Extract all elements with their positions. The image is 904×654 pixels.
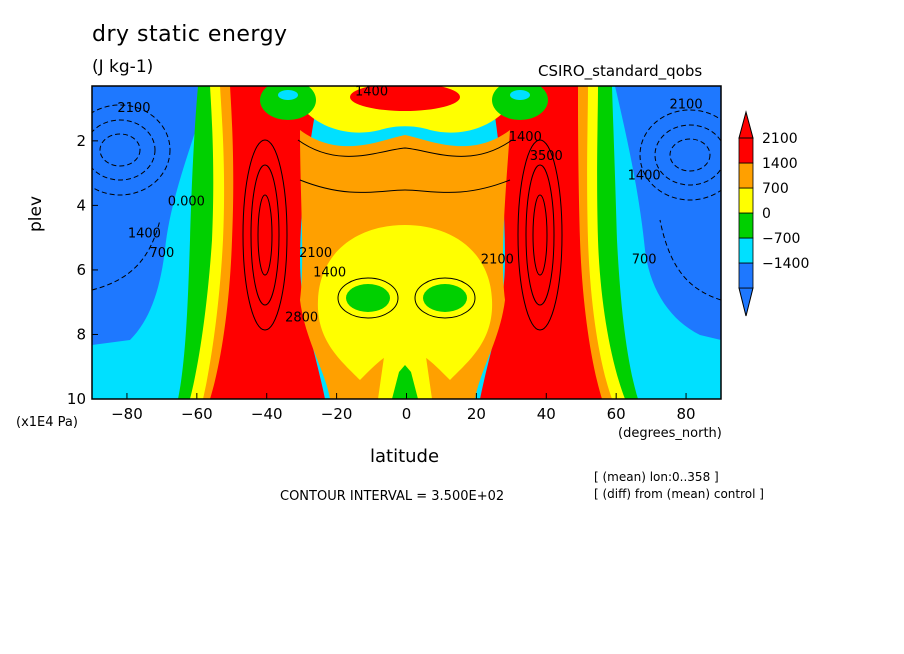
red-region-right — [480, 86, 602, 399]
y-axis-unit: (x1E4 Pa) — [16, 415, 78, 430]
contour-label: 1400 — [628, 169, 661, 184]
negative-contours — [92, 104, 721, 301]
contour-label: 0.000 — [168, 194, 205, 209]
y-tick-label: 10 — [67, 390, 86, 408]
y-tick-label: 2 — [76, 132, 86, 150]
x-axis: −80 −60 −40 −20 0 20 40 60 80 — [111, 393, 696, 423]
x-tick-label: −60 — [181, 405, 213, 423]
contour-label: 1400 — [128, 227, 161, 242]
green-top-right — [492, 86, 548, 120]
note-diff-control: [ (diff) from (mean) control ] — [594, 487, 764, 501]
y-tick-label: 8 — [76, 325, 86, 343]
contour-lines — [242, 139, 563, 331]
y-tick-label: 4 — [76, 196, 86, 214]
green-cell-right — [423, 284, 467, 312]
deep-blue-band-right — [615, 86, 721, 340]
green-band-right — [585, 86, 638, 399]
y-axis-label: plev — [26, 195, 46, 232]
cyan-top-left — [278, 90, 298, 100]
green-cell-left — [346, 284, 390, 312]
y-tick-label: 6 — [76, 261, 86, 279]
legend-label: 700 — [762, 181, 789, 197]
color-legend: 2100 1400 700 0 −700 −1400 — [738, 110, 809, 317]
deep-blue-band-left — [92, 86, 210, 345]
legend-swatch — [738, 187, 754, 214]
contour-label: 2100 — [670, 98, 703, 113]
green-top-left — [260, 86, 316, 120]
cyan-top-right — [510, 90, 530, 100]
legend-swatch — [738, 262, 754, 289]
model-label: CSIRO_standard_qobs — [538, 62, 703, 80]
legend-label: 0 — [762, 206, 771, 222]
chart-units: (J kg-1) — [92, 57, 154, 77]
x-tick-label: 40 — [537, 405, 556, 423]
contour-label: 2100 — [299, 246, 332, 261]
legend-swatch — [738, 162, 754, 189]
green-bottom-spike — [392, 365, 418, 399]
contour-label: 700 — [149, 246, 174, 261]
legend-arrow-high — [738, 110, 754, 139]
legend-label: −1400 — [762, 256, 809, 272]
legend-swatch — [738, 237, 754, 264]
x-tick-label: 20 — [467, 405, 486, 423]
contour-label: 2100 — [117, 101, 150, 116]
x-tick-label: −40 — [251, 405, 283, 423]
contour-label: 700 — [632, 252, 657, 267]
yellow-center-region — [317, 225, 493, 380]
x-axis-unit: (degrees_north) — [618, 426, 722, 441]
legend-label: −700 — [762, 231, 800, 247]
chart-title: dry static energy — [92, 22, 288, 47]
legend-arrow-low — [738, 287, 754, 317]
y-axis: 2 4 6 8 10 — [67, 132, 98, 408]
x-tick-label: −80 — [111, 405, 143, 423]
x-tick-label: 0 — [402, 405, 412, 423]
contour-label: 2800 — [285, 311, 318, 326]
yellow-band-left — [190, 86, 235, 399]
note-mean-lon: [ (mean) lon:0..358 ] — [594, 470, 719, 484]
red-region-left — [210, 86, 325, 399]
contour-label: 1400 — [313, 265, 346, 280]
contour-label: 2100 — [481, 252, 514, 267]
x-tick-label: 60 — [607, 405, 626, 423]
contour-label: 1400 — [509, 130, 542, 145]
x-axis-label: latitude — [370, 446, 440, 467]
contour-interval-text: CONTOUR INTERVAL = 3.500E+02 — [280, 489, 505, 504]
x-tick-label: −20 — [321, 405, 353, 423]
contour-label: 1400 — [355, 85, 388, 100]
red-top-cap — [350, 86, 460, 111]
legend-label: 1400 — [762, 156, 798, 172]
legend-label: 2100 — [762, 131, 798, 147]
x-tick-label: 80 — [677, 405, 696, 423]
legend-swatch — [738, 212, 754, 239]
contour-label: 3500 — [530, 149, 563, 164]
legend-swatch — [738, 137, 754, 164]
